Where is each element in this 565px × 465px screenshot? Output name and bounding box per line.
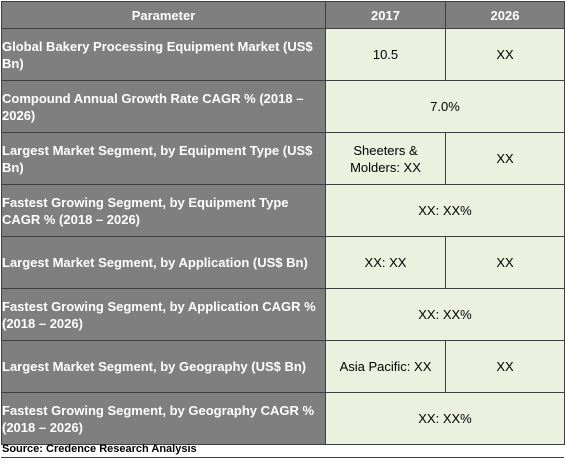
table-row: Global Bakery Processing Equipment Marke… xyxy=(1,28,565,81)
table-row: Largest Market Segment, by Application (… xyxy=(1,236,565,289)
table-header-row: Parameter 2017 2026 xyxy=(1,1,565,29)
row-value-2017: Sheeters & Molders: XX xyxy=(325,132,446,185)
row-parameter: Global Bakery Processing Equipment Marke… xyxy=(1,28,326,81)
row-parameter: Fastest Growing Segment, by Geography CA… xyxy=(1,392,326,445)
row-value-2026: XX xyxy=(445,28,565,81)
source-note: Source: Credence Research Analysis xyxy=(2,443,197,455)
table-row: Fastest Growing Segment, by Geography CA… xyxy=(1,392,565,445)
header-2026: 2026 xyxy=(445,1,565,29)
row-value-2026: XX xyxy=(445,340,565,393)
row-value-2026: XX xyxy=(445,236,565,289)
row-value-2026: XX xyxy=(445,132,565,185)
table-row: Largest Market Segment, by Geography (US… xyxy=(1,340,565,393)
row-value-2017: Asia Pacific: XX xyxy=(325,340,446,393)
row-value-merged: 7.0% xyxy=(325,80,565,133)
row-value-merged: XX: XX% xyxy=(325,184,565,237)
row-parameter: Compound Annual Growth Rate CAGR % (2018… xyxy=(1,80,326,133)
table-row: Fastest Growing Segment, by Application … xyxy=(1,288,565,341)
row-parameter: Largest Market Segment, by Equipment Typ… xyxy=(1,132,326,185)
header-parameter: Parameter xyxy=(1,1,326,29)
row-value-2017: 10.5 xyxy=(325,28,446,81)
header-2017: 2017 xyxy=(325,1,446,29)
table-row: Compound Annual Growth Rate CAGR % (2018… xyxy=(1,80,565,133)
table-row: Largest Market Segment, by Equipment Typ… xyxy=(1,132,565,185)
row-parameter: Largest Market Segment, by Application (… xyxy=(1,236,326,289)
row-parameter: Fastest Growing Segment, by Equipment Ty… xyxy=(1,184,326,237)
row-value-2017: XX: XX xyxy=(325,236,446,289)
market-summary-table: Parameter 2017 2026 Global Bakery Proces… xyxy=(1,1,565,445)
row-parameter: Largest Market Segment, by Geography (US… xyxy=(1,340,326,393)
source-divider xyxy=(1,457,564,458)
row-value-merged: XX: XX% xyxy=(325,392,565,445)
table-row: Fastest Growing Segment, by Equipment Ty… xyxy=(1,184,565,237)
row-value-merged: XX: XX% xyxy=(325,288,565,341)
row-parameter: Fastest Growing Segment, by Application … xyxy=(1,288,326,341)
